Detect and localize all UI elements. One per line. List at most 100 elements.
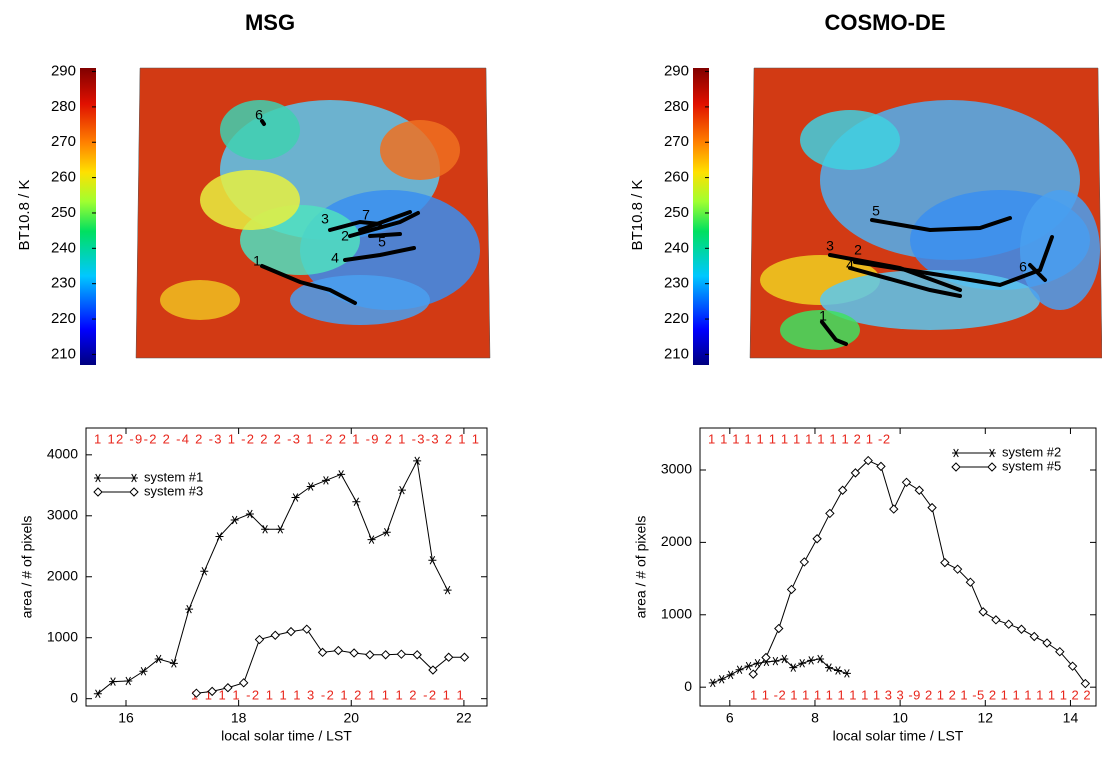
series [748, 455, 1091, 689]
diamond-marker [951, 462, 961, 472]
diamond-marker [270, 630, 280, 640]
diamond-marker [1004, 619, 1014, 629]
star-marker [789, 663, 798, 672]
y-tick-label: 2000 [47, 567, 78, 583]
track-label: 5 [378, 234, 386, 250]
series-line [712, 658, 848, 684]
plot-frame [699, 427, 1097, 707]
x-tick-label: 20 [343, 710, 359, 726]
star-marker [842, 669, 851, 678]
diamond-marker [254, 634, 265, 645]
diamond-marker [349, 648, 359, 658]
star-marker [816, 654, 825, 664]
diamond-marker [380, 650, 391, 660]
star-marker [154, 654, 163, 664]
star-marker [185, 604, 194, 614]
star-marker [413, 456, 422, 466]
diamond-marker [965, 577, 976, 587]
diamond-marker [863, 455, 873, 466]
star-marker [261, 524, 270, 534]
colorbar [693, 68, 709, 365]
y-tick-label: 0 [70, 689, 78, 705]
diamond-marker [812, 534, 822, 544]
star-marker [230, 515, 239, 525]
track-label: 6 [255, 107, 263, 123]
star-marker [352, 497, 361, 507]
map-title: COSMO-DE [825, 10, 946, 35]
series-line [97, 459, 449, 695]
diamond-marker [748, 669, 758, 679]
event-labels: 1 1 -2 1 1 1 1 1 1 1 1 3 3 -9 2 1 2 1 -5… [750, 687, 1091, 702]
series-line [196, 628, 465, 694]
star-marker [382, 528, 391, 537]
colorbar-tick-label: 210 [664, 345, 689, 362]
diamond-marker [914, 485, 924, 495]
track [358, 210, 412, 232]
series [191, 624, 470, 698]
track [260, 264, 357, 305]
track-label: 4 [846, 257, 854, 273]
plot-frame [85, 427, 488, 707]
colorbar-label: BT10.8 / K [629, 180, 646, 251]
diamond-marker [93, 487, 103, 497]
track [820, 320, 848, 346]
diamond-marker [825, 508, 835, 519]
star-marker [726, 670, 735, 680]
diamond-marker [799, 557, 810, 567]
diamond-marker [927, 502, 937, 513]
diamond-marker [443, 652, 454, 662]
track-label: 1 [819, 308, 827, 324]
track-label: 3 [321, 211, 329, 227]
diamond-marker [991, 615, 1001, 625]
star-marker [807, 656, 816, 665]
colorbar-tick-label: 290 [664, 63, 689, 80]
diamond-marker [952, 564, 963, 574]
star-marker [215, 532, 224, 541]
cloud-area [200, 170, 300, 230]
star-marker [708, 678, 717, 688]
x-tick-label: 8 [811, 710, 819, 726]
track-label: 3 [826, 238, 834, 254]
diamond-marker [333, 645, 344, 656]
star-marker [130, 473, 138, 483]
cloud-area [160, 280, 240, 320]
colorbar-tick-label: 280 [664, 98, 689, 115]
star-marker [771, 656, 780, 666]
colorbar [80, 68, 96, 365]
cloud-area [1020, 190, 1100, 310]
star-marker [200, 567, 209, 576]
event-labels: 1 1 1 1 1 1 1 1 1 1 1 1 2 1 -2 [708, 431, 890, 446]
star-marker [109, 677, 118, 686]
x-axis-label: local solar time / LST [833, 728, 964, 744]
y-axis-label: area / # of pixels [19, 516, 35, 619]
diamond-marker [837, 485, 848, 495]
star-marker [245, 509, 254, 519]
star-marker [306, 482, 315, 491]
diamond-marker [761, 652, 771, 663]
y-tick-label: 1000 [661, 605, 692, 621]
y-tick-label: 3000 [47, 506, 78, 522]
star-marker [94, 473, 102, 483]
star-marker [753, 659, 762, 668]
legend-label: system #3 [144, 483, 203, 498]
x-tick-label: 14 [1063, 710, 1079, 726]
x-tick-label: 18 [231, 710, 247, 726]
diamond-marker [317, 647, 328, 658]
diamond-marker [889, 504, 899, 514]
series [708, 654, 851, 688]
star-marker [798, 659, 807, 668]
x-tick-label: 16 [118, 710, 134, 726]
star-marker [988, 448, 996, 458]
track [260, 119, 266, 126]
star-marker [825, 663, 834, 672]
diamond-marker [850, 468, 861, 478]
y-tick-label: 4000 [47, 446, 78, 462]
track-label: 5 [872, 203, 880, 219]
track-label: 4 [331, 250, 339, 266]
colorbar-tick-label: 240 [664, 239, 689, 256]
star-marker [321, 476, 330, 485]
diamond-marker [1067, 661, 1078, 671]
diamond-marker [940, 557, 950, 568]
